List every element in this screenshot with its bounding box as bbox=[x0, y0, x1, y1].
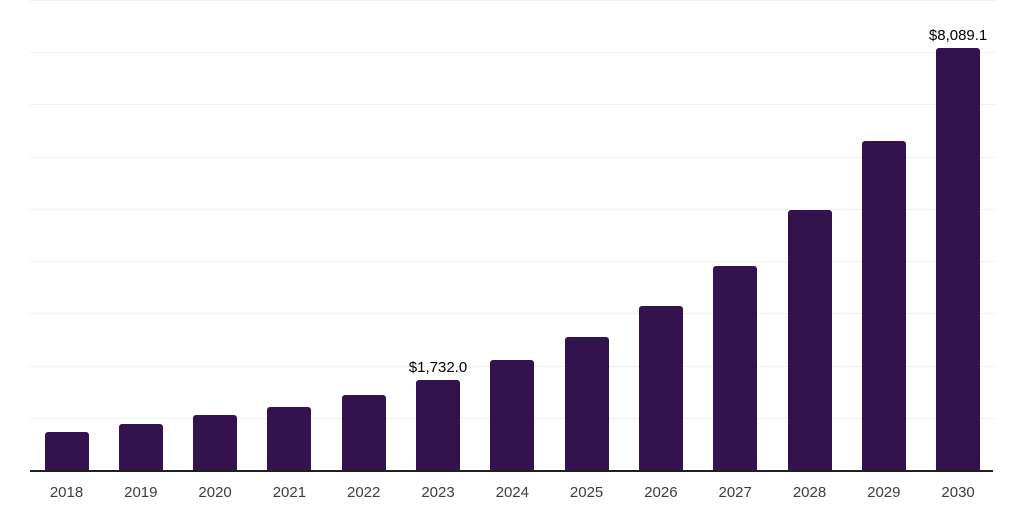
x-tick-2020: 2020 bbox=[198, 484, 232, 501]
gridline-6000 bbox=[30, 156, 995, 158]
x-tick-2028: 2028 bbox=[792, 484, 827, 501]
x-tick-2025: 2025 bbox=[569, 484, 604, 501]
bar-2021 bbox=[267, 407, 312, 470]
gridline-4000 bbox=[30, 261, 995, 263]
x-tick-2019: 2019 bbox=[124, 484, 158, 501]
bar-2027 bbox=[713, 265, 758, 470]
gridline-8000 bbox=[30, 52, 995, 54]
x-axis-line bbox=[30, 470, 993, 472]
bar-2030 bbox=[936, 47, 981, 470]
bar-2018 bbox=[44, 431, 89, 470]
bar-value-label-2023: $1,732.0 bbox=[408, 358, 468, 376]
x-tick-2023: 2023 bbox=[421, 484, 455, 501]
x-tick-2026: 2026 bbox=[644, 484, 678, 501]
gridline-9000 bbox=[30, 0, 995, 1]
x-tick-2024: 2024 bbox=[495, 484, 529, 501]
bar-2020 bbox=[193, 414, 238, 470]
bar-value-label-2030: $8,089.1 bbox=[928, 26, 988, 44]
x-tick-2021: 2021 bbox=[272, 484, 307, 501]
bar-2022 bbox=[341, 395, 386, 470]
bar-2024 bbox=[490, 360, 535, 470]
bar-2028 bbox=[787, 210, 832, 470]
bar-2019 bbox=[118, 423, 163, 470]
gridline-7000 bbox=[30, 104, 995, 106]
x-tick-2027: 2027 bbox=[718, 484, 752, 501]
gridline-3000 bbox=[30, 313, 995, 315]
bar-2025 bbox=[564, 337, 609, 470]
bar-2023 bbox=[416, 379, 460, 470]
x-tick-2018: 2018 bbox=[49, 484, 84, 501]
gridline-5000 bbox=[30, 208, 995, 210]
x-tick-2030: 2030 bbox=[941, 484, 975, 501]
x-tick-2022: 2022 bbox=[347, 484, 381, 501]
bar-2026 bbox=[638, 306, 683, 470]
bar-2029 bbox=[861, 141, 906, 470]
x-tick-2029: 2029 bbox=[867, 484, 901, 501]
